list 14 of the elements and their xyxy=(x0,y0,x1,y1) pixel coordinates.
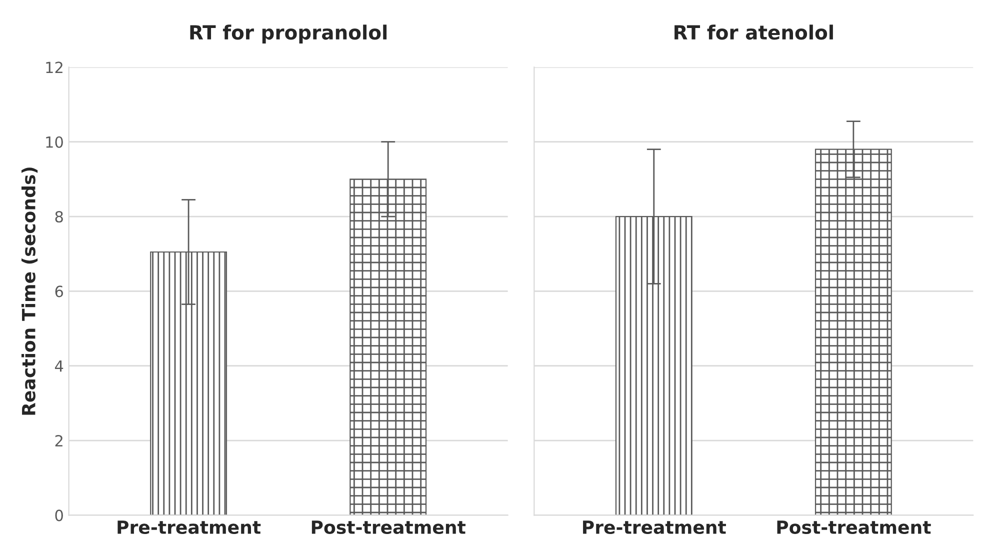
x-tick-label: Post-treatment xyxy=(777,520,931,534)
x-tick-label: Pre-treatment xyxy=(583,520,726,534)
x-tick-label: Post-treatment xyxy=(312,520,466,534)
y-tick-label: 10 xyxy=(46,136,63,148)
chart-title: RT for propranolol xyxy=(190,24,387,44)
x-tick-label: Pre-treatment xyxy=(118,520,261,534)
y-tick-label: 8 xyxy=(55,211,63,223)
y-tick-label: 2 xyxy=(55,435,62,446)
y-tick-label: 0 xyxy=(55,510,63,522)
y-tick-label: 12 xyxy=(46,62,62,74)
chart-title: RT for atenolol xyxy=(674,24,833,40)
y-tick-label: 6 xyxy=(55,286,63,298)
y-tick-label: 4 xyxy=(54,360,64,372)
y-axis-title: Reaction Time (seconds) xyxy=(21,168,38,415)
